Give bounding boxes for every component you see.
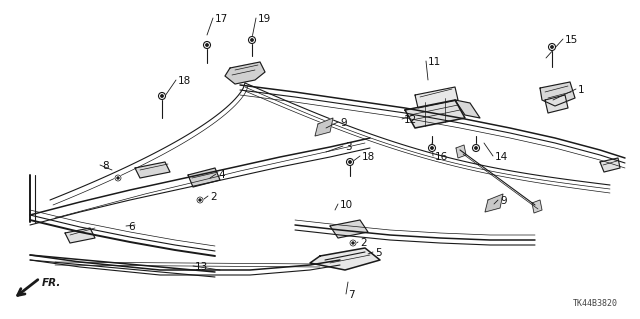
Text: 5: 5 (375, 248, 381, 258)
Text: 18: 18 (178, 76, 191, 86)
Text: 4: 4 (218, 170, 225, 180)
Polygon shape (310, 248, 380, 270)
Text: 14: 14 (495, 152, 508, 162)
Text: 19: 19 (258, 14, 271, 24)
Circle shape (117, 177, 119, 179)
Circle shape (206, 44, 208, 46)
Text: FR.: FR. (42, 278, 61, 288)
Text: TK44B3820: TK44B3820 (573, 299, 618, 308)
Polygon shape (540, 82, 575, 106)
Circle shape (199, 199, 201, 201)
Text: 9: 9 (500, 196, 507, 206)
Circle shape (429, 145, 435, 152)
Circle shape (431, 147, 433, 149)
Circle shape (551, 46, 553, 48)
Circle shape (472, 145, 479, 152)
Polygon shape (405, 100, 465, 128)
Circle shape (204, 41, 211, 48)
Polygon shape (315, 118, 333, 136)
Polygon shape (456, 145, 466, 158)
Circle shape (349, 161, 351, 163)
Text: 10: 10 (340, 200, 353, 210)
Circle shape (352, 242, 354, 244)
Text: 2: 2 (360, 238, 367, 248)
Text: 11: 11 (428, 57, 441, 67)
Circle shape (350, 240, 356, 246)
Text: 9: 9 (340, 118, 347, 128)
Polygon shape (545, 95, 568, 113)
Text: 8: 8 (102, 161, 109, 171)
Polygon shape (600, 158, 620, 172)
Text: 7: 7 (348, 290, 355, 300)
Polygon shape (455, 100, 480, 118)
Polygon shape (532, 200, 542, 213)
Polygon shape (188, 168, 220, 187)
Polygon shape (330, 220, 368, 238)
Polygon shape (65, 228, 95, 243)
Circle shape (161, 95, 163, 97)
Circle shape (197, 197, 203, 203)
Circle shape (251, 39, 253, 41)
Text: 3: 3 (345, 142, 351, 152)
Text: 13: 13 (195, 262, 208, 272)
Circle shape (475, 147, 477, 149)
Text: 2: 2 (210, 192, 216, 202)
Polygon shape (415, 87, 458, 108)
Circle shape (248, 36, 255, 43)
Polygon shape (485, 194, 503, 212)
Circle shape (346, 159, 353, 166)
Polygon shape (135, 162, 170, 178)
Text: 1: 1 (578, 85, 584, 95)
Polygon shape (225, 62, 265, 84)
Text: 16: 16 (435, 152, 448, 162)
Text: 18: 18 (362, 152, 375, 162)
Text: 17: 17 (215, 14, 228, 24)
Circle shape (115, 175, 121, 181)
Circle shape (548, 43, 556, 50)
Text: 15: 15 (565, 35, 579, 45)
Circle shape (159, 93, 166, 100)
Text: 12: 12 (404, 115, 417, 125)
Text: 6: 6 (128, 222, 134, 232)
